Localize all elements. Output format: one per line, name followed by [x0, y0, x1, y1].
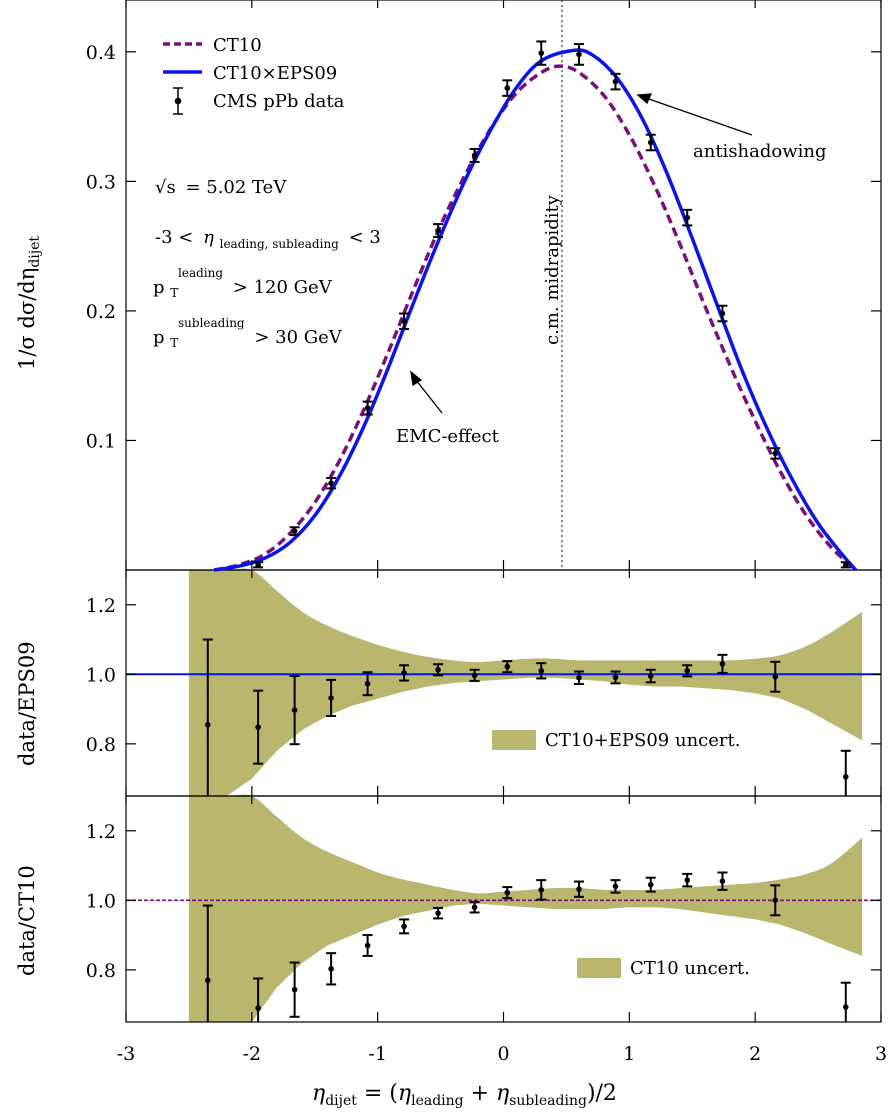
ct10-ratio-point	[289, 961, 300, 1018]
main-data-point	[469, 147, 480, 163]
eps09-ylabel: data/EPS09	[15, 641, 39, 766]
ct10-ratio-point	[645, 876, 656, 893]
eps09-ratio-point	[433, 663, 444, 677]
eps09-ratio-point	[717, 653, 728, 674]
y-tick-label: 1.2	[86, 821, 116, 843]
main-ylabel: 1/σ dσ/dηdijet	[15, 236, 43, 370]
ct10-ratio-point	[399, 918, 410, 935]
main-data-point	[326, 477, 337, 490]
eps09-ratio-point	[645, 668, 656, 684]
y-tick-label: 0.3	[86, 171, 116, 193]
eps09-ratio-point	[536, 662, 547, 680]
eps09-band-legend-swatch	[492, 730, 536, 750]
x-tick-label: -1	[368, 1043, 387, 1065]
main-data-point	[840, 561, 851, 569]
main-data-point	[645, 133, 656, 152]
eps09-ratio-point	[502, 660, 513, 674]
ct10-ratio-point	[326, 952, 337, 986]
x-tick-label: 3	[875, 1043, 887, 1065]
emc-arrow	[410, 370, 443, 414]
eps09-ratio-point	[202, 638, 213, 796]
ct10-band-legend-swatch	[577, 958, 621, 978]
main-data-point	[502, 79, 513, 97]
ct10-ratio-point	[253, 977, 264, 1022]
y-tick-label: 0.4	[86, 42, 116, 64]
pt-subleading-annotation: p T subleading > 30 GeV	[153, 311, 343, 352]
eps09-ratio-point	[289, 675, 300, 746]
y-tick-label: 1.0	[86, 664, 116, 686]
antishadowing-arrow	[636, 93, 753, 136]
eps09-ratio-point	[469, 668, 480, 682]
y-tick-label: 0.8	[86, 960, 116, 982]
main-data-point	[253, 561, 264, 569]
x-tick-label: -2	[243, 1043, 262, 1065]
y-tick-label: 0.1	[86, 430, 116, 452]
legend-data-swatch	[173, 87, 183, 115]
y-tick-label: 1.0	[86, 890, 116, 912]
ct10-ratio-point	[502, 886, 513, 900]
main-data-point	[289, 526, 300, 537]
eta-cut-annotation: -3 < η leading, subleading < 3	[155, 227, 381, 253]
pt-leading-annotation: p T leading > 120 GeV	[153, 261, 333, 302]
ct10-uncertainty-band	[188, 794, 863, 1022]
eps09-band-legend-label: CT10+EPS09 uncert.	[545, 730, 740, 751]
y-tick-label: 1.2	[86, 595, 116, 617]
ct10-ratio-point	[574, 880, 584, 898]
eps09-ratio-point	[326, 678, 337, 718]
legend-ct10-label: CT10	[213, 35, 262, 56]
sqrts-annotation: √s = 5.02 TeV	[155, 177, 287, 198]
eps09-ratio-point	[682, 664, 693, 678]
eps09-uncertainty-band	[188, 568, 863, 796]
eps09-ratio-point	[610, 670, 621, 685]
main-data-point	[717, 304, 728, 323]
ct10-ratio-point	[202, 904, 213, 1022]
y-tick-label: 0.8	[86, 734, 116, 756]
ct10-ratio-point	[717, 871, 728, 891]
x-tick-label: 0	[497, 1043, 509, 1065]
ct10-ratio-point	[469, 901, 480, 914]
antishadowing-label: antishadowing	[693, 141, 827, 162]
ct10-ylabel: data/CT10	[15, 865, 39, 976]
main-data-point	[536, 40, 547, 66]
emc-label: EMC-effect	[396, 426, 500, 447]
eps09-ratio-point	[362, 671, 373, 697]
eps09-ratio-point	[840, 749, 851, 796]
main-data-point	[433, 223, 444, 239]
ct10-ratio-point	[682, 872, 693, 888]
main-data-point	[399, 312, 410, 331]
main-data-point	[574, 43, 584, 66]
ct10-curve	[213, 64, 857, 572]
eps09-curve	[213, 48, 858, 572]
main-data-point	[770, 447, 781, 460]
legend-eps09-label: CT10×EPS09	[213, 63, 337, 84]
ct10-ratio-point	[536, 879, 547, 901]
x-tick-label: 2	[749, 1043, 761, 1065]
eps09-ratio-point	[770, 660, 781, 693]
ct10-ratio-point	[362, 934, 373, 957]
x-axis-label: ηdijet = (ηleading + ηsubleading)/2	[312, 1081, 617, 1109]
eps09-ratio-point	[574, 670, 584, 686]
ct10-ratio-point	[433, 906, 444, 920]
eps09-ratio-point	[253, 689, 264, 765]
x-tick-label: -3	[117, 1043, 136, 1065]
midrapidity-label: c.m. midrapidity	[542, 194, 563, 345]
x-tick-label: 1	[623, 1043, 635, 1065]
ct10-ratio-point	[770, 884, 781, 917]
ct10-ratio-point	[840, 981, 851, 1022]
main-data-point	[610, 72, 621, 91]
legend-data-label: CMS pPb data	[213, 91, 345, 112]
ct10-band-legend-label: CT10 uncert.	[630, 958, 750, 979]
main-data-point	[362, 400, 373, 416]
y-tick-label: 0.2	[86, 301, 116, 323]
ct10-ratio-point	[610, 879, 621, 894]
main-data-point	[682, 208, 693, 227]
legend: CT10 CT10×EPS09 CMS pPb data	[163, 35, 345, 115]
eps09-ratio-point	[399, 664, 410, 682]
